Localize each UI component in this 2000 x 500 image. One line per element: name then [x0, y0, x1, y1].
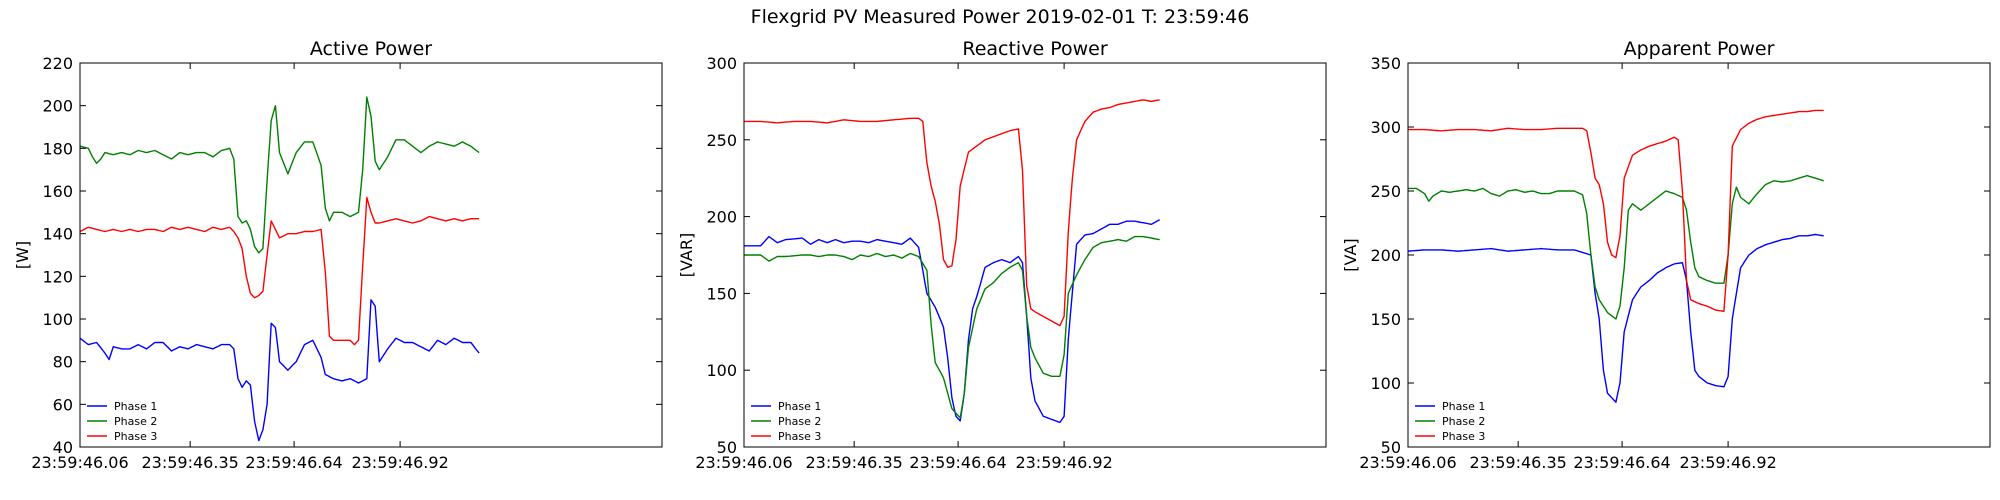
x-tick-label: 23:59:46.64 — [909, 453, 1006, 472]
y-tick-label: 220 — [42, 54, 73, 73]
series-line-phase-2 — [80, 96, 480, 254]
x-tick-label: 23:59:46.92 — [1679, 453, 1776, 472]
x-tick-label: 23:59:46.92 — [1015, 453, 1112, 472]
x-tick-label: 23:59:46.35 — [142, 453, 239, 472]
legend-label-phase-1: Phase 1 — [114, 400, 157, 413]
y-tick-label: 200 — [42, 97, 73, 116]
y-tick-label: 200 — [1370, 246, 1401, 265]
series-line-phase-1 — [744, 219, 1161, 424]
series-line-phase-2 — [1408, 174, 1824, 320]
series-group — [80, 96, 480, 442]
plot-frame — [1407, 62, 1991, 448]
series-line-phase-3 — [1408, 109, 1824, 312]
legend: Phase 1 Phase 2 Phase 3 — [87, 400, 157, 443]
y-tick-label: 80 — [53, 353, 73, 372]
y-tick-label: 100 — [42, 310, 73, 329]
legend-label-phase-3: Phase 3 — [778, 430, 821, 443]
y-tick-label: 200 — [706, 208, 737, 227]
y-tick-label: 250 — [1370, 182, 1401, 201]
y-tick-label: 100 — [1370, 374, 1401, 393]
legend: Phase 1 Phase 2 Phase 3 — [751, 400, 821, 443]
chart-reactive: Reactive Power [VAR] 50 100 150 200 250 300 23:5… — [677, 38, 1327, 472]
y-tick-label: 300 — [1370, 118, 1401, 137]
plot-frame — [79, 62, 663, 448]
x-tick-label: 23:59:46.64 — [1573, 453, 1670, 472]
y-tick-label: 180 — [42, 139, 73, 158]
y-tick-label: 120 — [42, 267, 73, 286]
y-tick-label: 40 — [53, 438, 73, 457]
y-tick-label: 60 — [53, 395, 73, 414]
y-axis-label: [VAR] — [677, 233, 696, 277]
x-tick-label: 23:59:46.92 — [351, 453, 448, 472]
y-tick-label: 160 — [42, 182, 73, 201]
x-tick-label: 23:59:46.35 — [1470, 453, 1567, 472]
y-tick-label: 150 — [706, 284, 737, 303]
y-tick-label: 50 — [717, 438, 737, 457]
x-tick-label: 23:59:46.64 — [245, 453, 342, 472]
y-tick-label: 100 — [706, 361, 737, 380]
x-tick-label: 23:59:46.06 — [31, 453, 128, 472]
x-tick-label: 23:59:46.06 — [1359, 453, 1456, 472]
plot-frame — [743, 62, 1327, 448]
legend-label-phase-3: Phase 3 — [1442, 430, 1485, 443]
x-tick-label: 23:59:46.35 — [806, 453, 903, 472]
x-tick-label: 23:59:46.06 — [695, 453, 792, 472]
legend-label-phase-1: Phase 1 — [778, 400, 821, 413]
chart-active: Active Power [W] 40 60 80 100 120 140 160 180 200 2… — [13, 38, 663, 472]
series-line-phase-2 — [744, 235, 1160, 419]
y-tick-label: 50 — [1381, 438, 1401, 457]
chart-title: Active Power — [310, 38, 432, 60]
chart-title: Reactive Power — [962, 38, 1107, 60]
y-axis-label: [VA] — [1341, 238, 1360, 271]
y-tick-label: 150 — [1370, 310, 1401, 329]
series-line-phase-1 — [80, 299, 480, 442]
y-axis-label: [W] — [13, 241, 32, 269]
y-tick-label: 250 — [706, 131, 737, 150]
series-line-phase-3 — [80, 196, 480, 346]
legend-label-phase-2: Phase 2 — [114, 415, 157, 428]
series-group — [1408, 109, 1824, 403]
figure-title: Flexgrid PV Measured Power 2019-02-01 T:… — [750, 6, 1250, 28]
y-tick-label: 300 — [706, 54, 737, 73]
series-line-phase-3 — [744, 99, 1160, 327]
series-group — [744, 99, 1161, 424]
y-tick-label: 350 — [1370, 54, 1401, 73]
legend-label-phase-2: Phase 2 — [778, 415, 821, 428]
legend: Phase 1 Phase 2 Phase 3 — [1415, 400, 1485, 443]
legend-label-phase-2: Phase 2 — [1442, 415, 1485, 428]
legend-label-phase-3: Phase 3 — [114, 430, 157, 443]
series-line-phase-1 — [1408, 233, 1824, 403]
chart-apparent: Apparent Power [VA] 50 100 150 200 250 300 350 23… — [1341, 38, 1991, 472]
chart-title: Apparent Power — [1624, 38, 1775, 60]
legend-label-phase-1: Phase 1 — [1442, 400, 1485, 413]
y-tick-label: 140 — [42, 225, 73, 244]
